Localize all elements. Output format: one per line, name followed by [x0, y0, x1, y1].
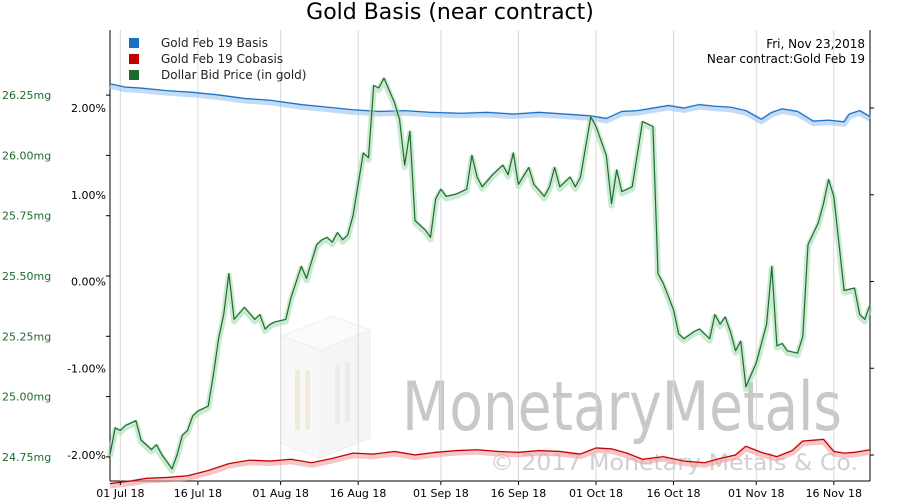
- info-box: Fri, Nov 23,2018 Near contract:Gold Feb …: [707, 37, 865, 66]
- left-tick-label: 25.50mg: [2, 270, 51, 283]
- legend-swatch: [129, 70, 139, 80]
- right-tick-label: 2.00%: [71, 102, 106, 115]
- right-tick-label: -2.00%: [67, 449, 106, 462]
- x-tick-label: 01 Oct 18: [569, 487, 623, 500]
- legend-swatch: [129, 38, 139, 48]
- right-tick-label: -1.00%: [67, 362, 106, 375]
- right-tick-label: 0.00%: [71, 276, 106, 289]
- chart-title: Gold Basis (near contract): [306, 0, 594, 25]
- series-basis: [109, 82, 872, 127]
- x-tick-label: 16 Nov 18: [806, 487, 862, 500]
- left-tick-label: 25.75mg: [2, 210, 51, 223]
- legend: Gold Feb 19 Basis Gold Feb 19 Cobasis Doll…: [129, 36, 306, 82]
- x-gridlines: [119, 30, 835, 481]
- left-tick-label: 25.00mg: [2, 391, 51, 404]
- series-line: [109, 438, 871, 485]
- right-axis-ticks: 2.00% 1.00% 0.00% -1.00% -2.00%: [67, 102, 874, 462]
- watermark-logo-icon: [280, 315, 372, 459]
- left-tick-label: 26.25mg: [2, 89, 51, 102]
- series-glow: [109, 438, 871, 489]
- series-layer: [107, 77, 873, 489]
- legend-swatch: [129, 54, 139, 64]
- legend-label: Gold Feb 19 Cobasis: [161, 52, 283, 66]
- x-tick-label: 16 Aug 18: [330, 487, 386, 500]
- legend-label: Gold Feb 19 Basis: [161, 36, 268, 50]
- series-line: [109, 77, 871, 470]
- x-tick-label: 01 Sep 18: [413, 487, 469, 500]
- series-cobasis: [109, 438, 871, 489]
- left-tick-label: 25.25mg: [2, 330, 51, 343]
- x-tick-label: 16 Jul 18: [174, 487, 222, 500]
- series-dollar-bid-price: [107, 77, 873, 474]
- left-tick-label: 26.00mg: [2, 149, 51, 162]
- x-tick-label: 01 Jul 18: [96, 487, 144, 500]
- left-axis-ticks: 26.25mg 26.00mg 25.75mg 25.50mg 25.25mg 25.00…: [2, 89, 110, 464]
- x-axis-ticks: 01 Jul 18 16 Jul 18 01 Aug 18 16 Aug 18 01 S…: [96, 481, 862, 500]
- x-tick-label: 01 Nov 18: [728, 487, 784, 500]
- plot-frame: [109, 30, 871, 482]
- x-tick-label: 16 Oct 18: [647, 487, 701, 500]
- left-tick-label: 24.75mg: [2, 451, 51, 464]
- legend-label: Dollar Bid Price (in gold): [161, 68, 306, 82]
- series-line: [109, 83, 871, 123]
- watermark-brand: MonetaryMetals: [402, 368, 842, 447]
- x-tick-label: 01 Aug 18: [252, 487, 308, 500]
- x-tick-label: 16 Sep 18: [491, 487, 547, 500]
- right-tick-label: 1.00%: [71, 189, 106, 202]
- series-glow: [109, 82, 872, 127]
- info-date: Fri, Nov 23,2018: [766, 37, 865, 51]
- info-contract: Near contract:Gold Feb 19: [707, 52, 865, 66]
